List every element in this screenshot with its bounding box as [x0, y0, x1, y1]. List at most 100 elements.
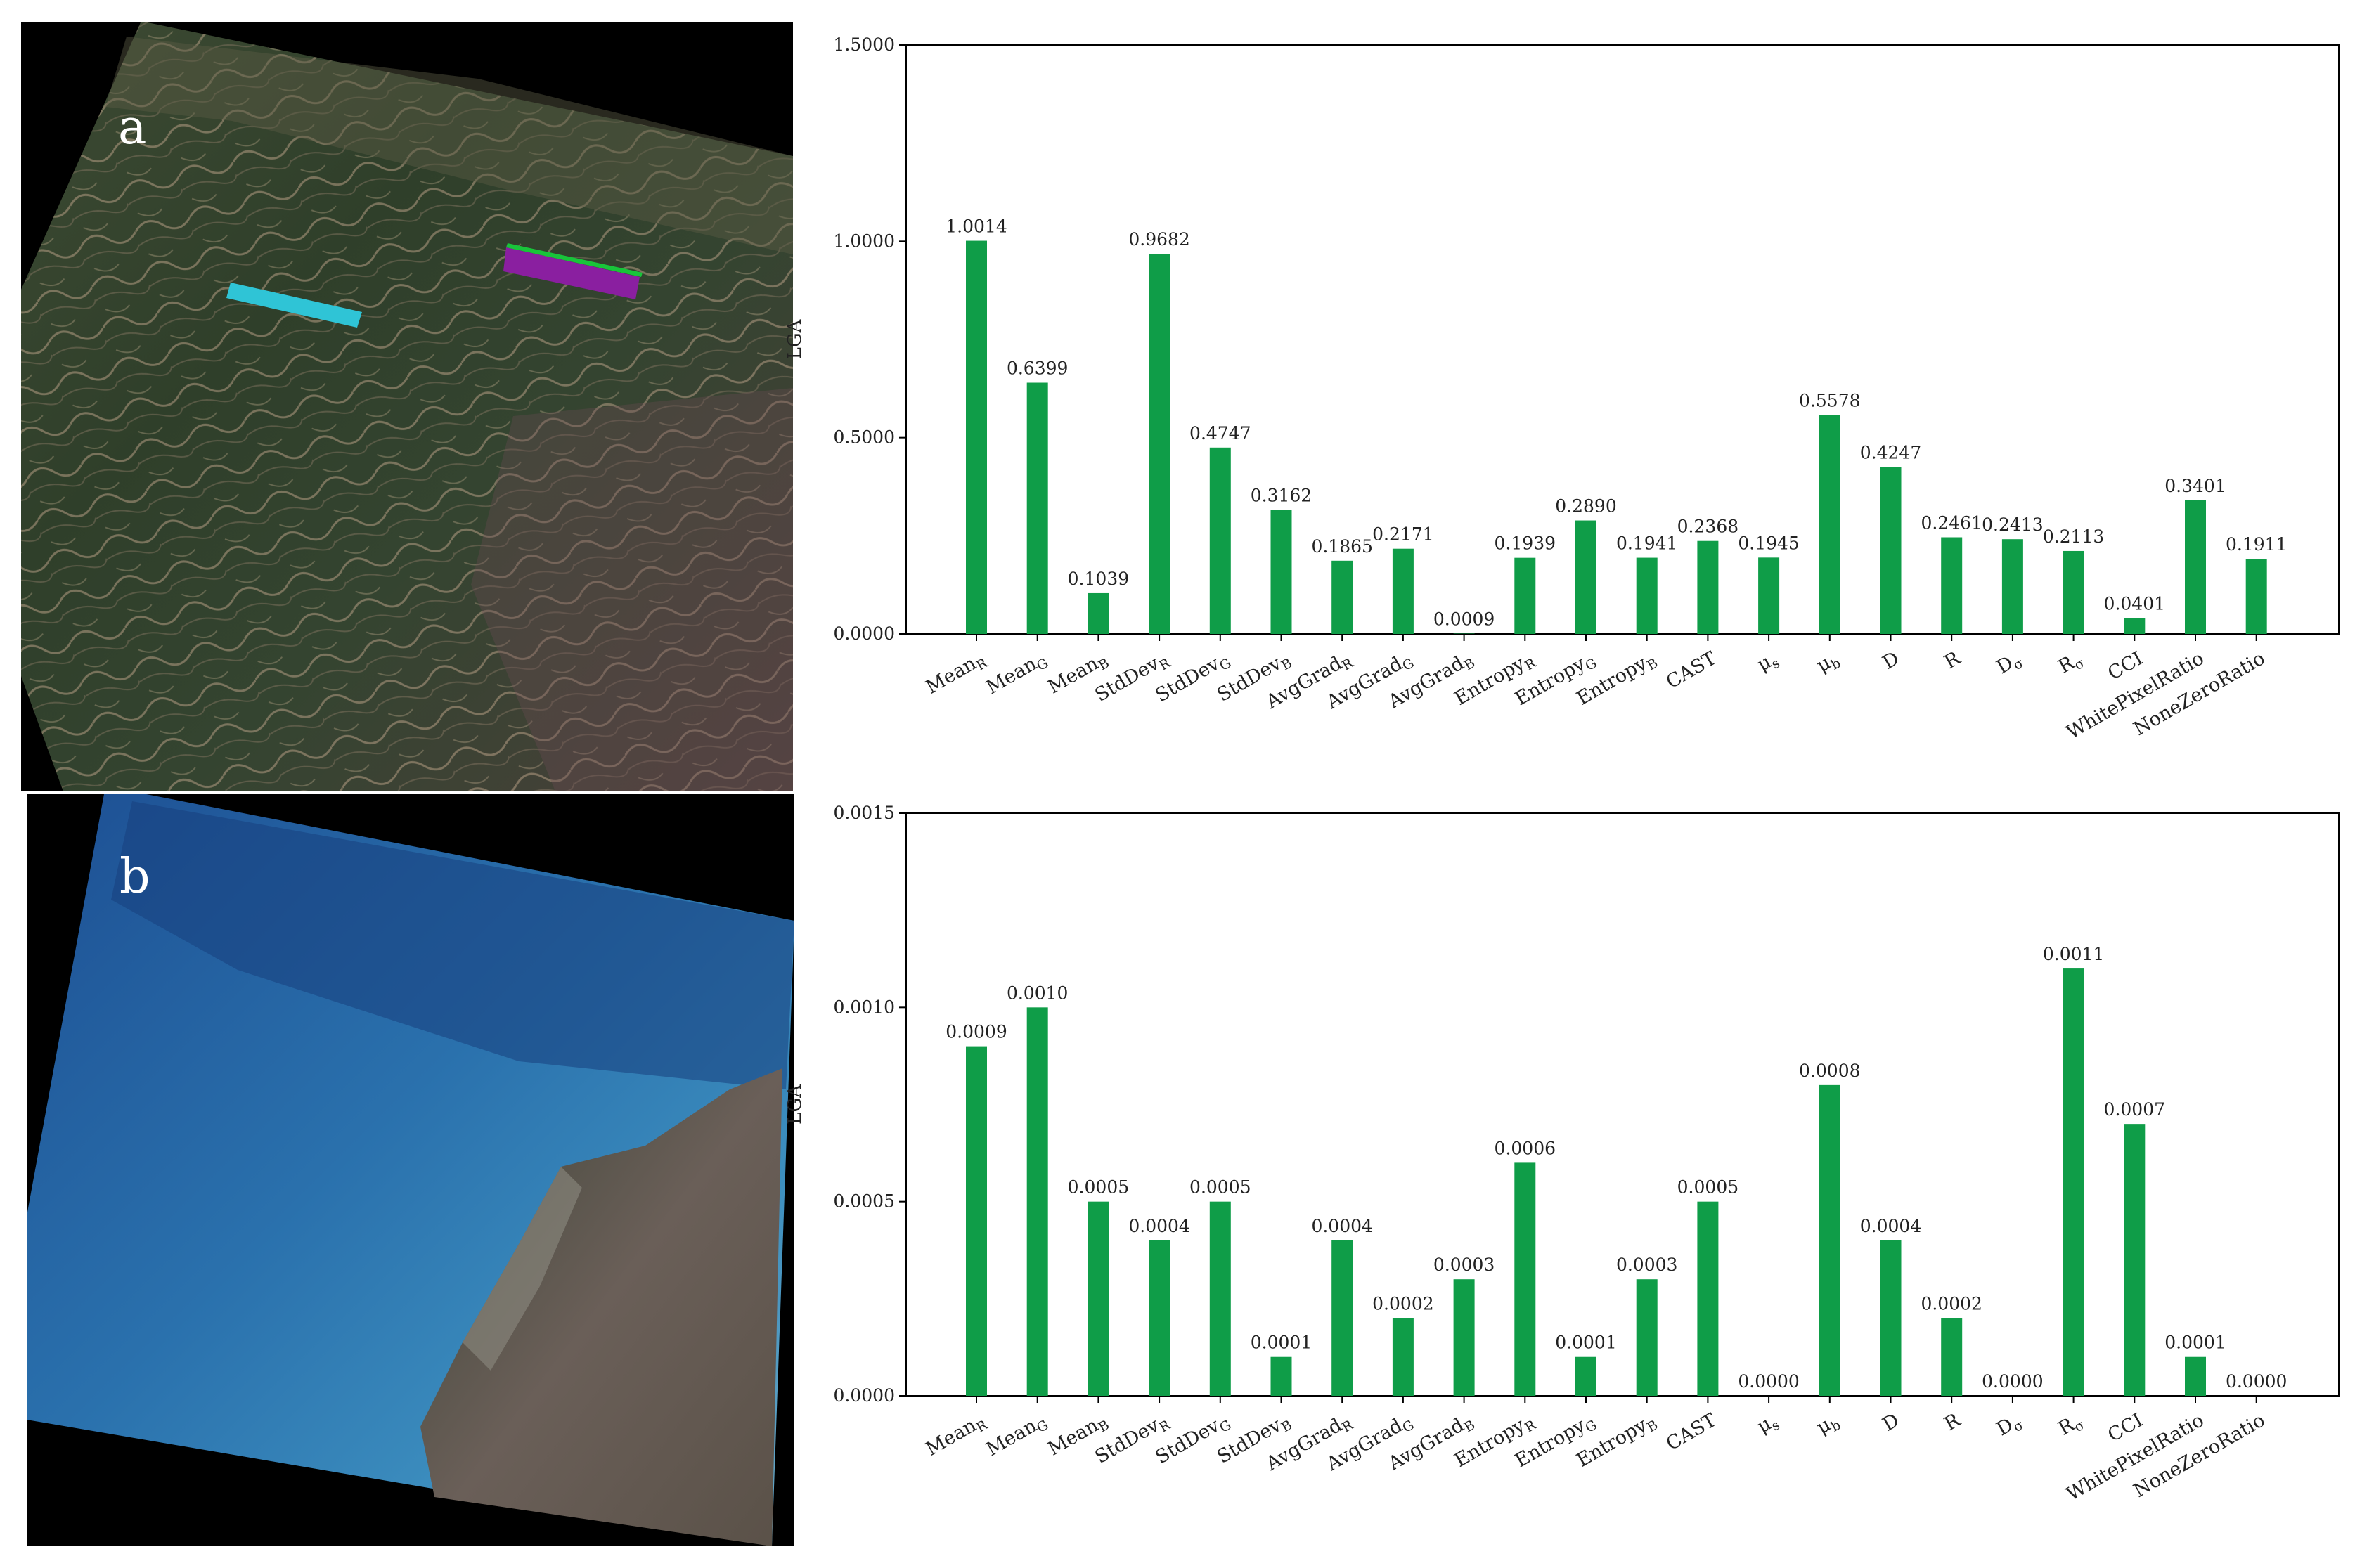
- panel-label-b: b: [120, 849, 150, 905]
- plot-frame: [905, 812, 2340, 1397]
- bar-D: [1880, 1240, 1902, 1396]
- bar-value-label: 0.0003: [1616, 1255, 1677, 1275]
- bar-CCI: [2124, 1124, 2146, 1396]
- y-tick-label: 0.5000: [834, 427, 895, 448]
- bar-Dσ: [2001, 539, 2023, 634]
- bar-value-label: 0.1941: [1616, 533, 1677, 554]
- bar-value-label: 0.0401: [2104, 594, 2165, 614]
- x-tick-label-μb: μb: [1813, 1409, 1843, 1441]
- x-tick-label-Rσ: Rσ: [2055, 1409, 2087, 1442]
- bar-AvgGradB: [1453, 1279, 1475, 1396]
- bar-R: [1941, 537, 1963, 634]
- x-tick-label-Rσ: Rσ: [2055, 647, 2087, 680]
- bar-value-label: 0.0006: [1495, 1138, 1556, 1158]
- bar-EntropyG: [1575, 520, 1596, 634]
- bar-value-label: 0.3401: [2164, 476, 2226, 496]
- x-tick-label-CCI: CCI: [2104, 647, 2147, 685]
- x-tick-label-D: D: [1879, 1409, 1903, 1436]
- bar-value-label: 0.2413: [1982, 514, 2043, 535]
- plot-frame: [905, 44, 2340, 635]
- x-tick-label-CCI: CCI: [2104, 1409, 2147, 1446]
- bar-MeanB: [1088, 1201, 1109, 1396]
- deep-water: [111, 801, 794, 1089]
- bar-value-label: 0.2461: [1921, 513, 1982, 533]
- bar-StdDevR: [1149, 254, 1170, 634]
- bar-value-label: 0.1039: [1068, 569, 1129, 589]
- x-tick-label-D: D: [1879, 647, 1903, 674]
- cyan-strip: [226, 283, 362, 328]
- chart-a-svg: 0.0000 0.5000 1.0000 1.5000 LGA 1.0014 MeanR 0.…: [785, 34, 2340, 744]
- terrain-reddish-area: [471, 388, 793, 791]
- land-area: [420, 1068, 782, 1546]
- bar-MeanR: [966, 240, 987, 634]
- bar-value-label: 0.1865: [1311, 536, 1372, 557]
- bar-Rσ: [2063, 550, 2084, 634]
- bar-value-label: 0.1945: [1738, 533, 1799, 553]
- panel-label-a: a: [118, 100, 147, 155]
- bar-value-label: 0.1911: [2226, 534, 2287, 555]
- x-tick-label-CAST: CAST: [1663, 647, 1720, 693]
- bar-μb: [1819, 415, 1840, 634]
- bar-EntropyB: [1636, 1279, 1658, 1396]
- bar-value-label: 0.0005: [1677, 1177, 1738, 1198]
- bar-MeanR: [966, 1046, 987, 1396]
- x-tick-label-MeanG: MeanG: [983, 647, 1051, 701]
- y-tick-label: 0.0010: [834, 997, 895, 1017]
- y-axis-label: LGA: [785, 318, 806, 359]
- bar-StdDevB: [1270, 510, 1292, 634]
- bar-value-label: 0.0002: [1372, 1293, 1433, 1314]
- bar-value-label: 0.0002: [1921, 1293, 1982, 1314]
- x-tick-label-μb: μb: [1813, 647, 1843, 679]
- bar-value-label: 0.2890: [1555, 496, 1616, 517]
- bar-EntropyG: [1575, 1356, 1596, 1396]
- bar-EntropyR: [1514, 1162, 1536, 1396]
- bar-value-label: 0.0004: [1128, 1216, 1189, 1236]
- bar-μb: [1819, 1084, 1840, 1396]
- bar-NoneZeroRatio: [2245, 559, 2267, 634]
- bar-value-label: 0.0007: [2104, 1099, 2165, 1120]
- bar-μs: [1758, 557, 1780, 634]
- bar-value-label: 0.0003: [1433, 1255, 1495, 1275]
- bar-MeanB: [1088, 592, 1109, 634]
- bar-value-label: 0.5578: [1799, 390, 1860, 410]
- bar-CAST: [1697, 540, 1719, 634]
- bar-value-label: 0.3162: [1251, 485, 1312, 505]
- satellite-image-a: a: [21, 22, 793, 791]
- bar-StdDevG: [1209, 447, 1231, 634]
- bar-value-label: 0.1939: [1495, 533, 1556, 554]
- bar-StdDevG: [1209, 1201, 1231, 1396]
- y-tick-label: 0.0015: [834, 803, 895, 823]
- bar-EntropyB: [1636, 557, 1658, 634]
- bar-Rσ: [2063, 968, 2084, 1396]
- bar-value-label: 0.0009: [946, 1022, 1007, 1042]
- lga-bar-chart-b: 0.0000 0.0005 0.0010 0.0015 LGA 0.0009 MeanR 0.…: [785, 780, 2355, 1560]
- bar-WhitePixelRatio: [2185, 1356, 2206, 1396]
- y-axis-label: LGA: [785, 1084, 806, 1125]
- x-tick-label-MeanR: MeanR: [922, 647, 991, 701]
- bar-MeanG: [1026, 382, 1048, 634]
- bar-EntropyR: [1514, 557, 1536, 634]
- bar-value-label: 0.0008: [1799, 1061, 1860, 1081]
- bar-value-label: 0.0010: [1007, 983, 1068, 1003]
- bar-value-label: 0.0001: [1555, 1333, 1616, 1353]
- green-strip-edge: [506, 243, 643, 277]
- bar-MeanG: [1026, 1007, 1048, 1396]
- bar-D: [1880, 467, 1902, 634]
- x-tick-label-MeanR: MeanR: [922, 1409, 991, 1463]
- x-tick-label-MeanG: MeanG: [983, 1409, 1051, 1463]
- bar-value-label: 0.0005: [1189, 1177, 1251, 1198]
- bar-value-label: 0.0004: [1311, 1216, 1372, 1236]
- x-tick-label-R: R: [1941, 647, 1965, 673]
- bar-value-label: 0.0000: [1738, 1371, 1799, 1392]
- terrain-ridges: [21, 22, 793, 791]
- bar-value-label: 0.2113: [2043, 526, 2104, 547]
- bar-value-label: 0.0005: [1068, 1177, 1129, 1198]
- bar-AvgGradG: [1392, 1318, 1414, 1396]
- bar-value-label: 0.0004: [1860, 1216, 1921, 1236]
- bar-CAST: [1697, 1201, 1719, 1396]
- bar-AvgGradR: [1331, 1240, 1353, 1396]
- y-tick-label: 0.0000: [834, 1385, 895, 1406]
- x-tick-label-CAST: CAST: [1663, 1409, 1720, 1455]
- satellite-image-b: b: [27, 794, 794, 1546]
- bar-value-label: 0.0001: [1251, 1333, 1312, 1353]
